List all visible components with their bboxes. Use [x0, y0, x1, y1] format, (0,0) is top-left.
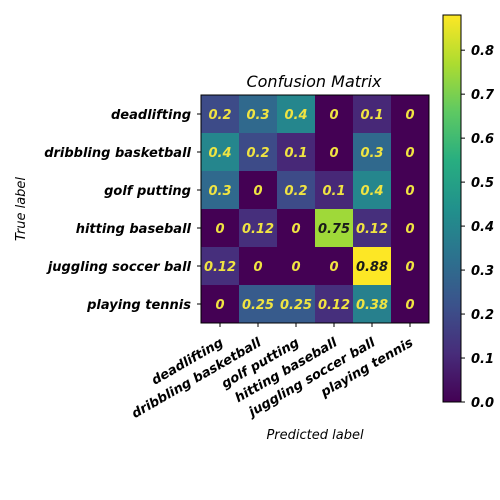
cell-value-label: 0.75 [318, 222, 350, 237]
heatmap-cell [353, 95, 392, 134]
heatmap-cell [391, 133, 430, 172]
heatmap-cell [277, 209, 316, 248]
colorbar-tick-label: 0.1 [471, 352, 494, 367]
colorbar-tick-label: 0.4 [471, 220, 494, 235]
heatmap-cell [201, 247, 240, 286]
y-tick-label: deadlifting [111, 108, 191, 123]
cell-value-label: 0.1 [284, 146, 307, 161]
heatmap-cell [315, 171, 354, 210]
cell-value-label: 0.3 [246, 108, 269, 123]
heatmap-cell [277, 95, 316, 134]
heatmap-cell [201, 133, 240, 172]
heatmap-cell [239, 247, 278, 286]
heatmap-cell [353, 171, 392, 210]
heatmap-cell [315, 133, 354, 172]
chart-title: Confusion Matrix [246, 72, 382, 91]
heatmap-cell [391, 95, 430, 134]
heatmap-cell [239, 95, 278, 134]
cell-value-label: 0 [291, 222, 300, 237]
heatmap-cell [239, 133, 278, 172]
colorbar-tick-label: 0.8 [471, 44, 494, 59]
colorbar-tick-label: 0.5 [471, 176, 494, 191]
cell-value-label: 0.1 [322, 184, 345, 199]
cell-value-label: 0.12 [242, 222, 274, 237]
cell-value-label: 0.38 [356, 298, 388, 313]
cell-value-label: 0.12 [318, 298, 350, 313]
cell-value-label: 0.88 [356, 260, 388, 275]
cell-values: 0.2 0.3 0.4 0 0.1 0 0.4 0.2 0.1 0 0.3 0 0.3 0 0.2 0.1 0.… [204, 108, 415, 313]
colorbar-tick-label: 0.2 [471, 308, 494, 323]
heatmap-cell [391, 247, 430, 286]
plot-frame [200, 94, 430, 324]
heatmap-cell [201, 209, 240, 248]
heatmap-cell [277, 133, 316, 172]
heatmap-cell [315, 95, 354, 134]
heatmap-cell [315, 209, 354, 248]
heatmap-cell [239, 285, 278, 324]
y-tick-label: dribbling basketball [44, 146, 191, 161]
heatmap-cell [391, 285, 430, 324]
cell-value-label: 0.25 [280, 298, 312, 313]
y-tick-label: golf putting [104, 184, 191, 199]
cell-value-label: 0.25 [242, 298, 274, 313]
cell-value-label: 0.4 [284, 108, 307, 123]
heatmap-cells [201, 95, 430, 324]
cell-value-label: 0.2 [284, 184, 307, 199]
y-tick-label: playing tennis [86, 298, 191, 313]
cell-value-label: 0 [405, 184, 414, 199]
cell-value-label: 0.4 [208, 146, 231, 161]
heatmap-cell [353, 247, 392, 286]
heatmap-cell [201, 95, 240, 134]
heatmap-cell [391, 209, 430, 248]
y-tick-label: hitting baseball [76, 222, 192, 237]
heatmap-cell [353, 285, 392, 324]
heatmap-cell [391, 171, 430, 210]
heatmap-cell [353, 209, 392, 248]
cell-value-label: 0.2 [246, 146, 269, 161]
colorbar [442, 14, 462, 403]
cell-value-label: 0.12 [356, 222, 388, 237]
heatmap-cell [353, 133, 392, 172]
cell-value-label: 0 [329, 260, 338, 275]
heatmap-cell [201, 285, 240, 324]
heatmap-cell [277, 171, 316, 210]
cell-value-label: 0 [405, 260, 414, 275]
cell-value-label: 0 [405, 108, 414, 123]
cell-value-label: 0.2 [208, 108, 231, 123]
colorbar-tick-label: 0.7 [471, 88, 495, 103]
cell-value-label: 0 [329, 146, 338, 161]
x-axis-label: Predicted label [266, 428, 364, 443]
cell-value-label: 0 [291, 260, 300, 275]
cell-value-label: 0 [215, 298, 224, 313]
cell-value-label: 0 [253, 260, 262, 275]
cell-value-label: 0 [253, 184, 262, 199]
cell-value-label: 0 [405, 146, 414, 161]
y-tick-label: juggling soccer ball [46, 260, 192, 275]
cell-value-label: 0 [405, 298, 414, 313]
cell-value-label: 0.1 [360, 108, 383, 123]
colorbar-ticks: 0.0 0.1 0.2 0.3 0.4 0.5 0.6 0.7 0.8 [461, 44, 495, 411]
heatmap-cell [315, 247, 354, 286]
colorbar-tick-label: 0.3 [471, 264, 494, 279]
y-axis-ticks: deadlifting dribbling basketball golf putt… [44, 108, 201, 313]
cell-value-label: 0.4 [360, 184, 383, 199]
colorbar-tick-label: 0.0 [471, 396, 494, 411]
cell-value-label: 0 [329, 108, 338, 123]
heatmap-cell [277, 285, 316, 324]
cell-value-label: 0 [405, 222, 414, 237]
heatmap-cell [239, 209, 278, 248]
cell-value-label: 0.3 [360, 146, 383, 161]
heatmap-cell [315, 285, 354, 324]
y-axis-label: True label [14, 177, 29, 241]
cell-value-label: 0.12 [204, 260, 236, 275]
heatmap-cell [277, 247, 316, 286]
cell-value-label: 0.3 [208, 184, 231, 199]
cell-value-label: 0 [215, 222, 224, 237]
colorbar-tick-label: 0.6 [471, 132, 494, 147]
heatmap-cell [201, 171, 240, 210]
heatmap-cell [239, 171, 278, 210]
